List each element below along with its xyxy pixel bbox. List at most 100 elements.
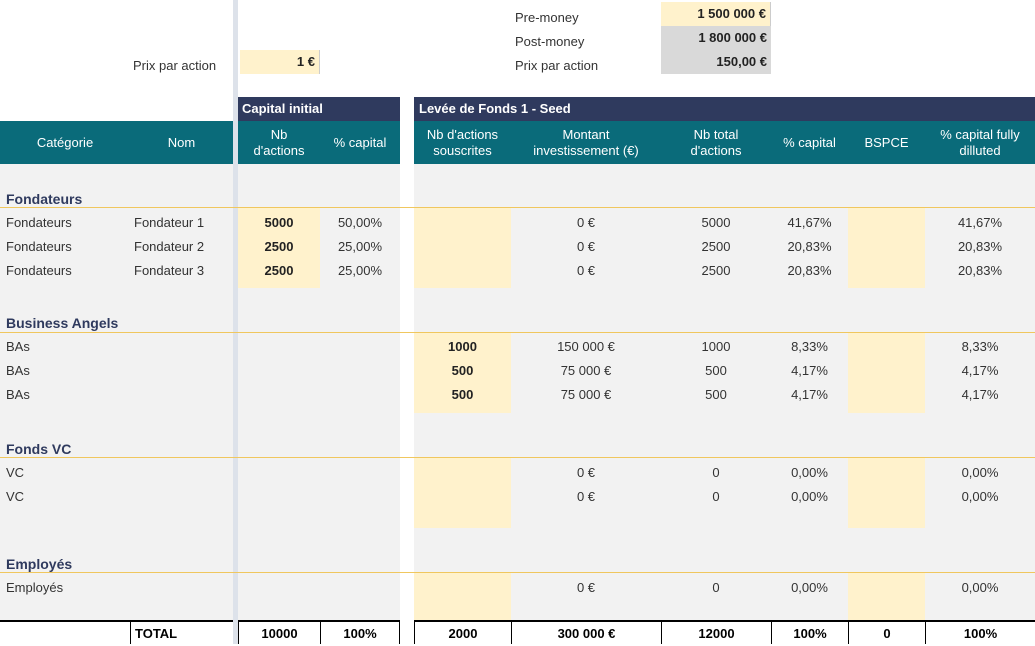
header-band-capital (238, 121, 400, 164)
cell-pct-capital: 25,00% (337, 263, 383, 278)
col-pct-capital-2: % capital (783, 134, 836, 150)
capital-initial-title: Capital initial (242, 101, 323, 116)
cell-pct-diluted: 0,00% (961, 489, 999, 504)
cell-montant: 150 000 € (557, 339, 615, 354)
bspce-input-area-4 (848, 573, 925, 620)
cell-montant: 0 € (576, 263, 596, 278)
cell-nb-total: 0 (712, 489, 720, 504)
cell-pct-capital-2: 41,67% (787, 215, 832, 230)
cell-pct-diluted: 8,33% (961, 339, 999, 354)
cell-categorie: Fondateurs (6, 263, 72, 278)
cell-nb-actions[interactable]: 2500 (264, 239, 294, 254)
prix-value: 1 € (296, 54, 315, 69)
seed-header: Levée de Fonds 1 - Seed (414, 97, 1035, 121)
prix2-label: Prix par action (515, 58, 599, 73)
col-nb-actions: Nb d'actions (253, 126, 305, 158)
cell-montant: 0 € (576, 215, 596, 230)
cell-categorie: VC (6, 489, 25, 504)
column-separator-2 (400, 97, 414, 644)
cell-nb-total: 0 (712, 465, 720, 480)
cell-pct-capital-2: 0,00% (791, 580, 828, 595)
cell-pct-diluted: 0,00% (961, 580, 999, 595)
capital-initial-header: Capital initial (238, 97, 400, 121)
cell-pct-diluted: 20,83% (957, 239, 1003, 254)
group-line-ba (0, 332, 1035, 333)
total-nb-total: 12000 (661, 620, 771, 644)
col-nom: Nom (167, 134, 196, 150)
col-bspce: BSPCE (864, 134, 909, 150)
seed-title: Levée de Fonds 1 - Seed (419, 101, 571, 116)
post-money-cell: 1 800 000 € (661, 26, 771, 50)
prix-input[interactable]: 1 € (240, 50, 320, 74)
total-bspce: 0 (848, 620, 925, 644)
cell-nb-total: 500 (705, 387, 727, 402)
cell-montant: 75 000 € (560, 387, 612, 402)
cell-nb-total: 500 (705, 363, 727, 378)
cell-pct-capital-2: 20,83% (787, 239, 832, 254)
bspce-input-area-1 (848, 208, 925, 288)
nb-actions-input-area (238, 208, 320, 288)
col-nb-souscrites: Nb d'actions souscrites (426, 126, 499, 158)
pre-money-input[interactable]: 1 500 000 € (661, 2, 771, 26)
total-pct-capital-2: 100% (771, 620, 848, 644)
cell-pct-capital-2: 4,17% (791, 387, 828, 402)
prix2-cell: 150,00 € (661, 50, 771, 74)
cell-montant: 0 € (576, 465, 596, 480)
col-montant: Montant investissement (€) (533, 126, 639, 158)
header-band-seed (414, 121, 1035, 164)
cell-nb-actions[interactable]: 5000 (264, 215, 294, 230)
total-nb-actions: 10000 (238, 620, 320, 644)
cell-pct-diluted: 20,83% (957, 263, 1003, 278)
prix-label: Prix par action (133, 58, 217, 73)
total-montant: 300 000 € (511, 620, 661, 644)
group-line-fondateurs (0, 207, 1035, 208)
cell-souscrites[interactable]: 500 (451, 363, 474, 378)
cell-categorie: BAs (6, 387, 30, 402)
cell-nb-total: 5000 (701, 215, 731, 230)
total-empty (0, 620, 130, 644)
cell-souscrites[interactable]: 1000 (448, 339, 477, 354)
col-pct-capital: % capital (333, 134, 387, 150)
cell-nb-total: 0 (712, 580, 720, 595)
col-pct-diluted: % capital fully dilluted (940, 126, 1020, 158)
cell-nom: Fondateur 2 (134, 239, 205, 254)
prix2-value: 150,00 € (716, 54, 767, 69)
cell-pct-diluted: 4,17% (961, 387, 999, 402)
cell-nb-total: 2500 (701, 263, 731, 278)
cell-nb-actions[interactable]: 2500 (264, 263, 294, 278)
cell-pct-diluted: 4,17% (961, 363, 999, 378)
pre-money-value: 1 500 000 € (697, 6, 766, 21)
cell-pct-capital-2: 0,00% (791, 465, 828, 480)
cell-pct-diluted: 41,67% (957, 215, 1003, 230)
group-line-employes (0, 572, 1035, 573)
column-separator-1 (233, 0, 238, 644)
group-fonds-vc: Fonds VC (6, 441, 72, 457)
bspce-input-area-2 (848, 333, 925, 413)
cell-pct-capital: 25,00% (337, 239, 383, 254)
total-pct-capital: 100% (320, 620, 400, 644)
cell-montant: 75 000 € (560, 363, 612, 378)
group-line-vc (0, 457, 1035, 458)
cell-pct-capital: 50,00% (337, 215, 383, 230)
cell-souscrites[interactable]: 500 (451, 387, 474, 402)
cell-categorie: BAs (6, 339, 30, 354)
cell-categorie: Fondateurs (6, 239, 72, 254)
cell-pct-capital-2: 20,83% (787, 263, 832, 278)
cell-nb-total: 2500 (701, 239, 731, 254)
cell-pct-capital-2: 8,33% (791, 339, 828, 354)
body-left (0, 164, 233, 620)
col-nb-total: Nb total d'actions (690, 126, 742, 158)
col-categorie: Catégorie (36, 134, 94, 150)
group-fondateurs: Fondateurs (6, 191, 83, 207)
bspce-input-area-3 (848, 458, 925, 528)
cell-categorie: Employés (6, 580, 64, 595)
cell-montant: 0 € (576, 489, 596, 504)
cell-montant: 0 € (576, 239, 596, 254)
total-souscrites: 2000 (414, 620, 511, 644)
cell-categorie: VC (6, 465, 25, 480)
cell-pct-capital-2: 4,17% (791, 363, 828, 378)
group-employes: Employés (6, 556, 73, 572)
souscrites-input-area-1 (414, 208, 511, 288)
cell-montant: 0 € (576, 580, 596, 595)
pre-money-label: Pre-money (515, 10, 579, 25)
